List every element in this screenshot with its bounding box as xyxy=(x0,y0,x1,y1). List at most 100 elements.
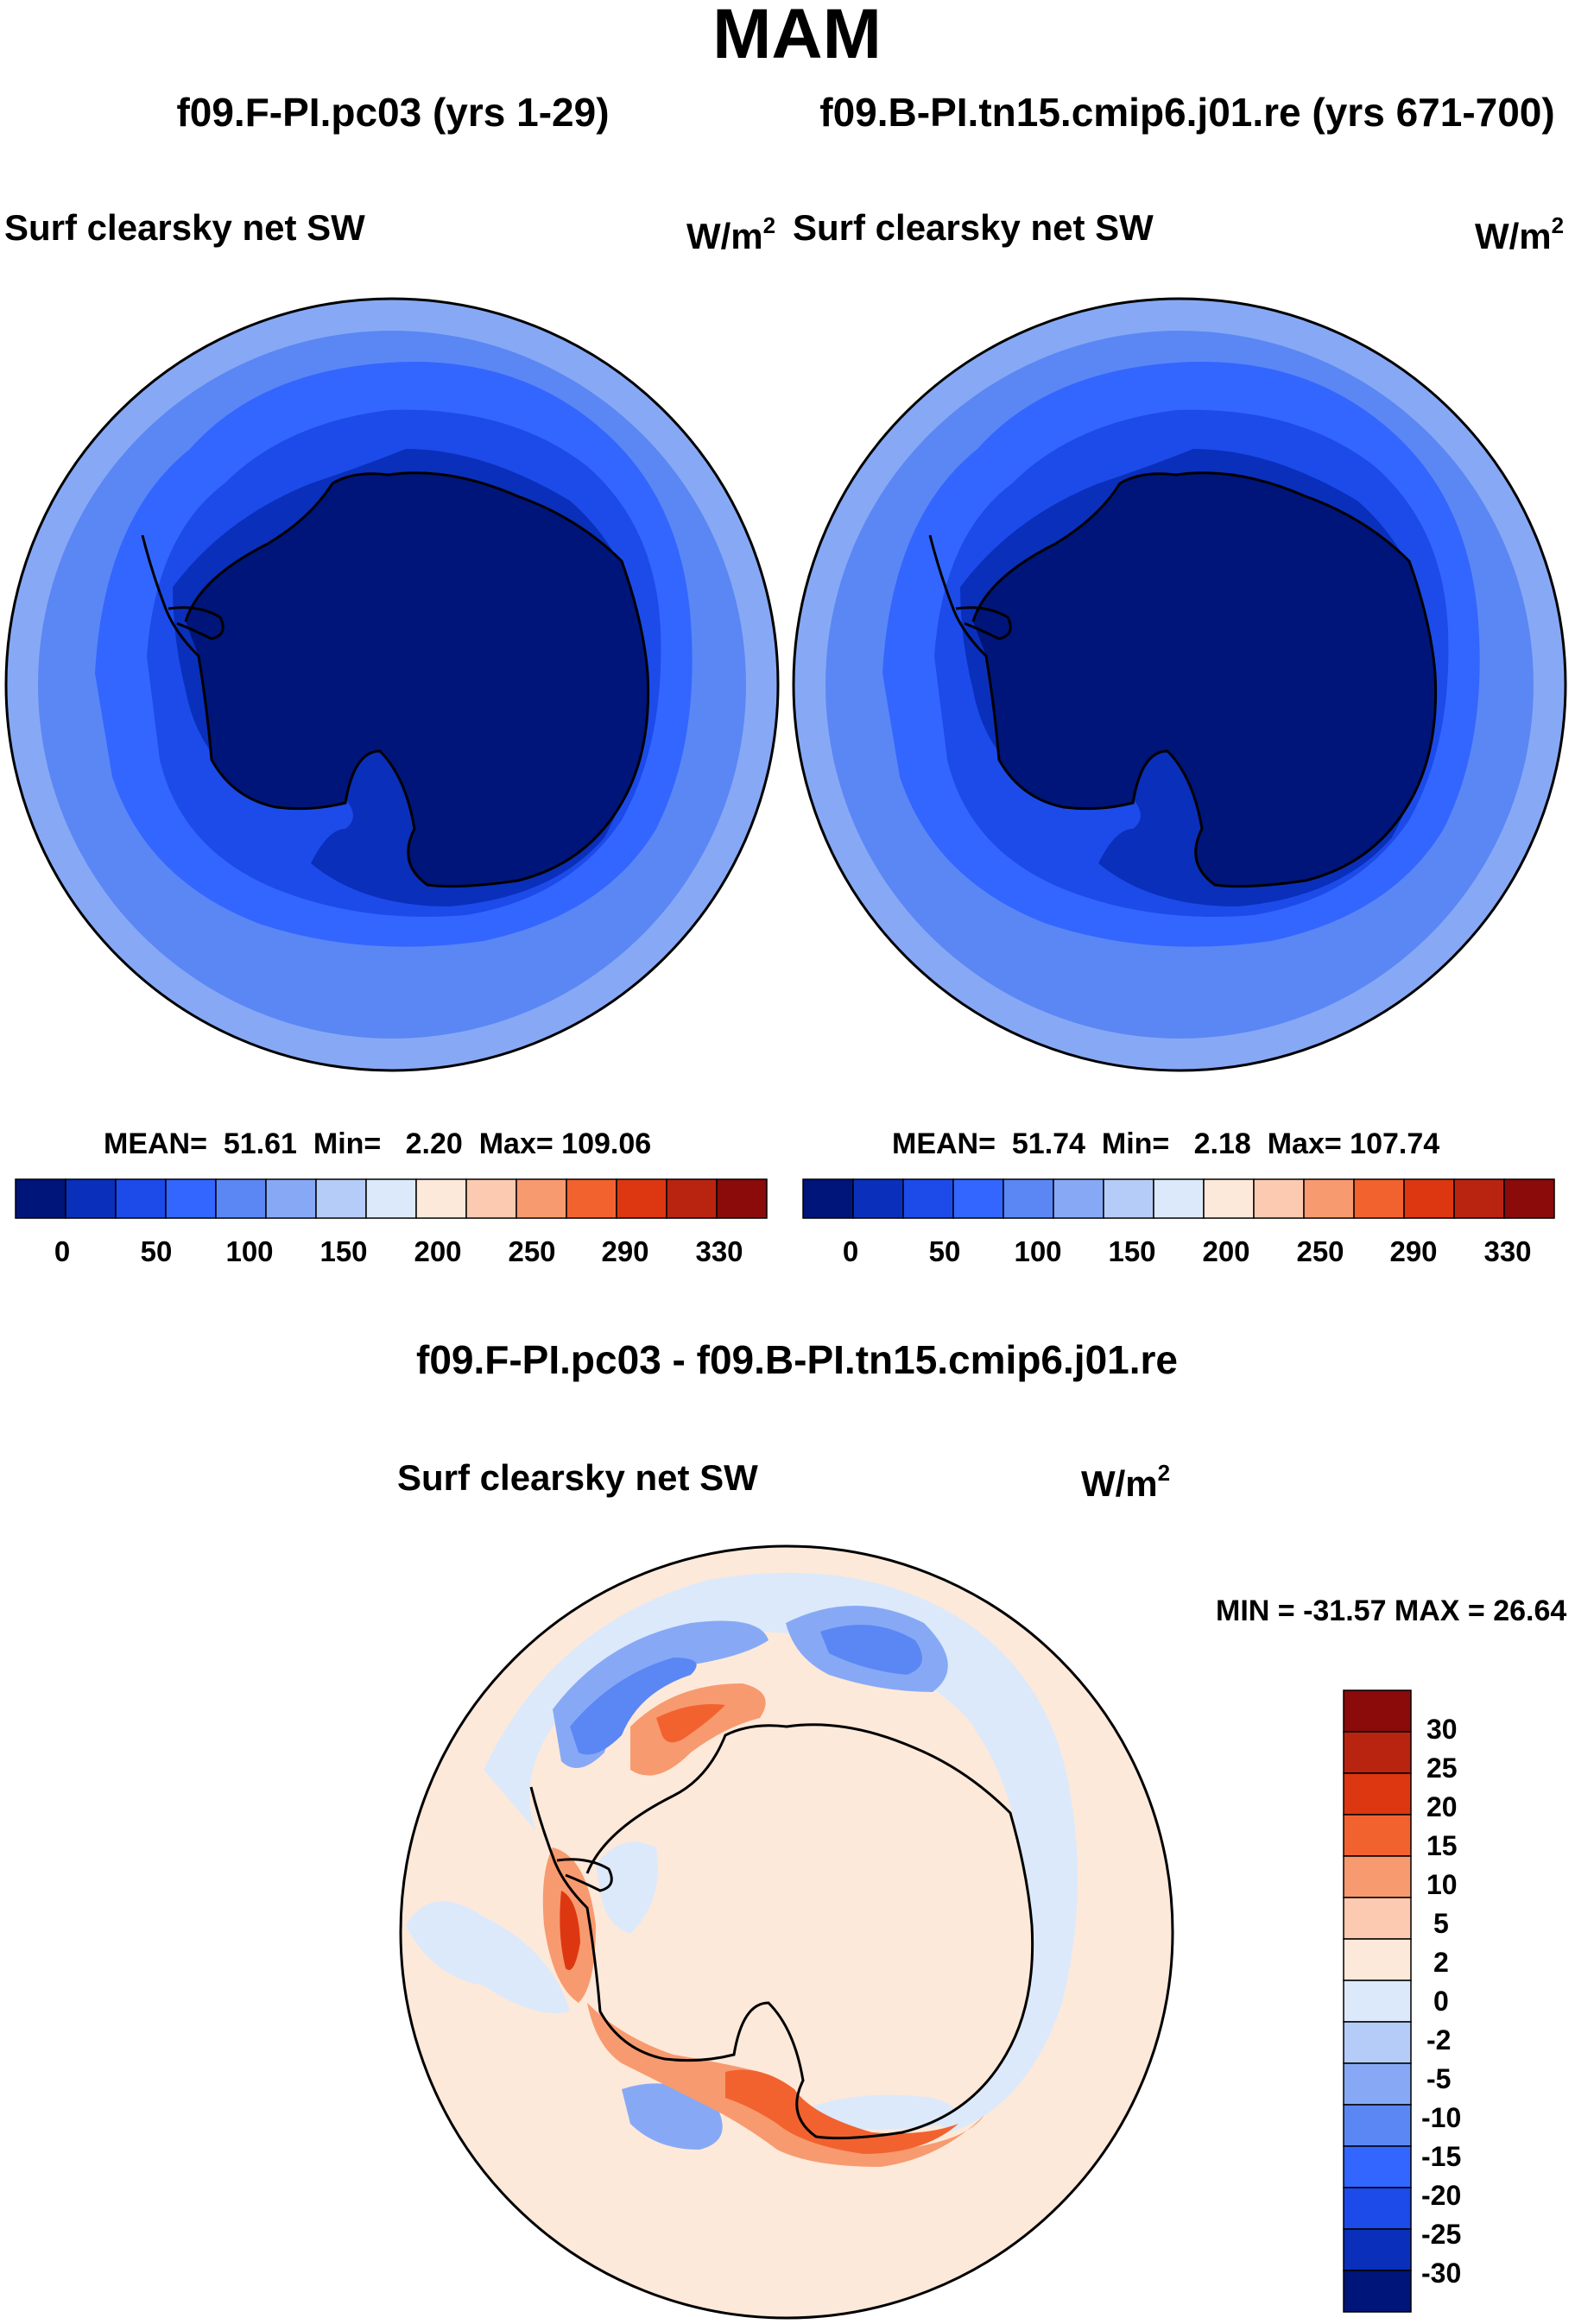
colorbar-swatch xyxy=(265,1178,317,1219)
panel-2-map xyxy=(792,297,1567,1072)
cb2-label-3: 150 xyxy=(1108,1235,1156,1267)
vcb-label-neg20: -20 xyxy=(1421,2180,1462,2211)
colorbar-swatch xyxy=(516,1178,567,1219)
vcb-label-neg15: -15 xyxy=(1421,2141,1462,2172)
panel-1-case-title: f09.F-PI.pc03 (yrs 1-29) xyxy=(176,90,610,135)
panel-2-antarctica-coastline xyxy=(928,471,1438,888)
difference-antarctica-land xyxy=(587,1724,1033,2138)
cb2-label-2: 100 xyxy=(1014,1235,1062,1267)
panel-1-stats: MEAN= 51.61 Min= 2.20 Max= 109.06 xyxy=(104,1127,652,1160)
colorbar-swatch xyxy=(1303,1178,1355,1219)
vcb-label-2: 2 xyxy=(1433,1947,1449,1978)
cb2-label-1: 50 xyxy=(928,1235,961,1267)
difference-map xyxy=(399,1544,1174,2320)
panel-1-antarctica-coastline xyxy=(141,471,650,888)
colorbar-swatch xyxy=(1503,1178,1555,1219)
colorbar-swatch xyxy=(1153,1178,1205,1219)
vcb-label-20: 20 xyxy=(1426,1791,1458,1822)
colorbar-swatch xyxy=(1343,1689,1412,1733)
cb1-label-5: 250 xyxy=(508,1235,556,1267)
difference-units: W/m2 xyxy=(1081,1460,1171,1504)
colorbar-swatch xyxy=(15,1178,66,1219)
colorbar-swatch xyxy=(1403,1178,1455,1219)
colorbar-swatch xyxy=(365,1178,417,1219)
colorbar-swatch xyxy=(1053,1178,1104,1219)
vcb-label-0: 0 xyxy=(1433,1986,1449,2017)
cb1-label-6: 290 xyxy=(601,1235,649,1267)
colorbar-swatch xyxy=(1353,1178,1405,1219)
cb1-label-1: 50 xyxy=(140,1235,173,1267)
cb1-label-3: 150 xyxy=(319,1235,368,1267)
colorbar-swatch xyxy=(716,1178,768,1219)
cb2-label-6: 290 xyxy=(1389,1235,1438,1267)
colorbar-swatch xyxy=(1343,2021,1412,2064)
colorbar-swatch xyxy=(1343,1731,1412,1774)
panel-2-units: W/m2 xyxy=(1475,212,1565,256)
cb2-label-7: 330 xyxy=(1483,1235,1532,1267)
panel-2-case-title: f09.B-PI.tn15.cmip6.j01.re (yrs 671-700) xyxy=(819,90,1555,135)
vcb-label-neg2: -2 xyxy=(1426,2024,1452,2056)
colorbar-swatch xyxy=(1453,1178,1505,1219)
cb1-label-2: 100 xyxy=(225,1235,274,1267)
colorbar-swatch xyxy=(215,1178,267,1219)
colorbar-swatch xyxy=(1343,1855,1412,1898)
panel-1-map xyxy=(4,297,780,1072)
cb2-label-0: 0 xyxy=(842,1235,859,1267)
colorbar-swatch xyxy=(566,1178,617,1219)
difference-minmax: MIN = -31.57 MAX = 26.64 xyxy=(1216,1595,1567,1627)
colorbar-swatch xyxy=(165,1178,217,1219)
figure-title: MAM xyxy=(712,0,882,73)
difference-antarctica-coastline xyxy=(529,1723,1034,2140)
cb1-label-4: 200 xyxy=(414,1235,462,1267)
difference-title: f09.F-PI.pc03 - f09.B-PI.tn15.cmip6.j01.… xyxy=(416,1337,1178,1382)
panel-1-map-border xyxy=(4,297,780,1072)
panel-2-colorbar xyxy=(802,1178,1555,1219)
cb1-label-7: 330 xyxy=(695,1235,743,1267)
colorbar-swatch xyxy=(1003,1178,1054,1219)
colorbar-swatch xyxy=(1343,2062,1412,2106)
colorbar-swatch xyxy=(666,1178,718,1219)
vcb-label-10: 10 xyxy=(1426,1869,1458,1900)
colorbar-swatch xyxy=(616,1178,667,1219)
panel-1-variable-title: Surf clearsky net SW xyxy=(4,207,365,248)
colorbar-swatch xyxy=(1203,1178,1255,1219)
cb2-label-5: 250 xyxy=(1296,1235,1344,1267)
colorbar-swatch xyxy=(465,1178,517,1219)
colorbar-swatch xyxy=(1343,1772,1412,1816)
panel-2-variable-title: Surf clearsky net SW xyxy=(793,207,1154,248)
vcb-label-25: 25 xyxy=(1426,1752,1458,1784)
colorbar-swatch xyxy=(952,1178,1004,1219)
vcb-label-neg10: -10 xyxy=(1421,2102,1462,2133)
colorbar-swatch xyxy=(315,1178,367,1219)
colorbar-swatch xyxy=(852,1178,904,1219)
vcb-label-neg30: -30 xyxy=(1421,2258,1462,2289)
colorbar-swatch xyxy=(1343,1938,1412,1981)
colorbar-swatch xyxy=(1343,2270,1412,2313)
colorbar-swatch xyxy=(1343,2145,1412,2188)
difference-map-border xyxy=(399,1544,1174,2320)
colorbar-swatch xyxy=(902,1178,954,1219)
colorbar-swatch xyxy=(1343,1897,1412,1940)
vcb-label-neg25: -25 xyxy=(1421,2219,1462,2250)
panel-2-stats: MEAN= 51.74 Min= 2.18 Max= 107.74 xyxy=(892,1127,1440,1160)
colorbar-swatch xyxy=(1343,1814,1412,1857)
vcb-label-30: 30 xyxy=(1426,1714,1458,1745)
difference-colorbar xyxy=(1343,1689,1412,2313)
vcb-label-neg5: -5 xyxy=(1426,2063,1452,2094)
colorbar-swatch xyxy=(115,1178,167,1219)
colorbar-swatch xyxy=(802,1178,854,1219)
colorbar-swatch xyxy=(1343,2228,1412,2271)
vcb-label-15: 15 xyxy=(1426,1830,1458,1861)
panel-2-map-border xyxy=(792,297,1567,1072)
colorbar-swatch xyxy=(1253,1178,1305,1219)
vcb-label-5: 5 xyxy=(1433,1908,1449,1939)
panel-1-units: W/m2 xyxy=(686,212,776,256)
colorbar-swatch xyxy=(1343,2187,1412,2230)
difference-variable-title: Surf clearsky net SW xyxy=(397,1457,758,1498)
cb1-label-0: 0 xyxy=(54,1235,71,1267)
panel-1-colorbar xyxy=(15,1178,768,1219)
colorbar-swatch xyxy=(1343,2104,1412,2147)
colorbar-swatch xyxy=(1103,1178,1154,1219)
cb2-label-4: 200 xyxy=(1202,1235,1250,1267)
